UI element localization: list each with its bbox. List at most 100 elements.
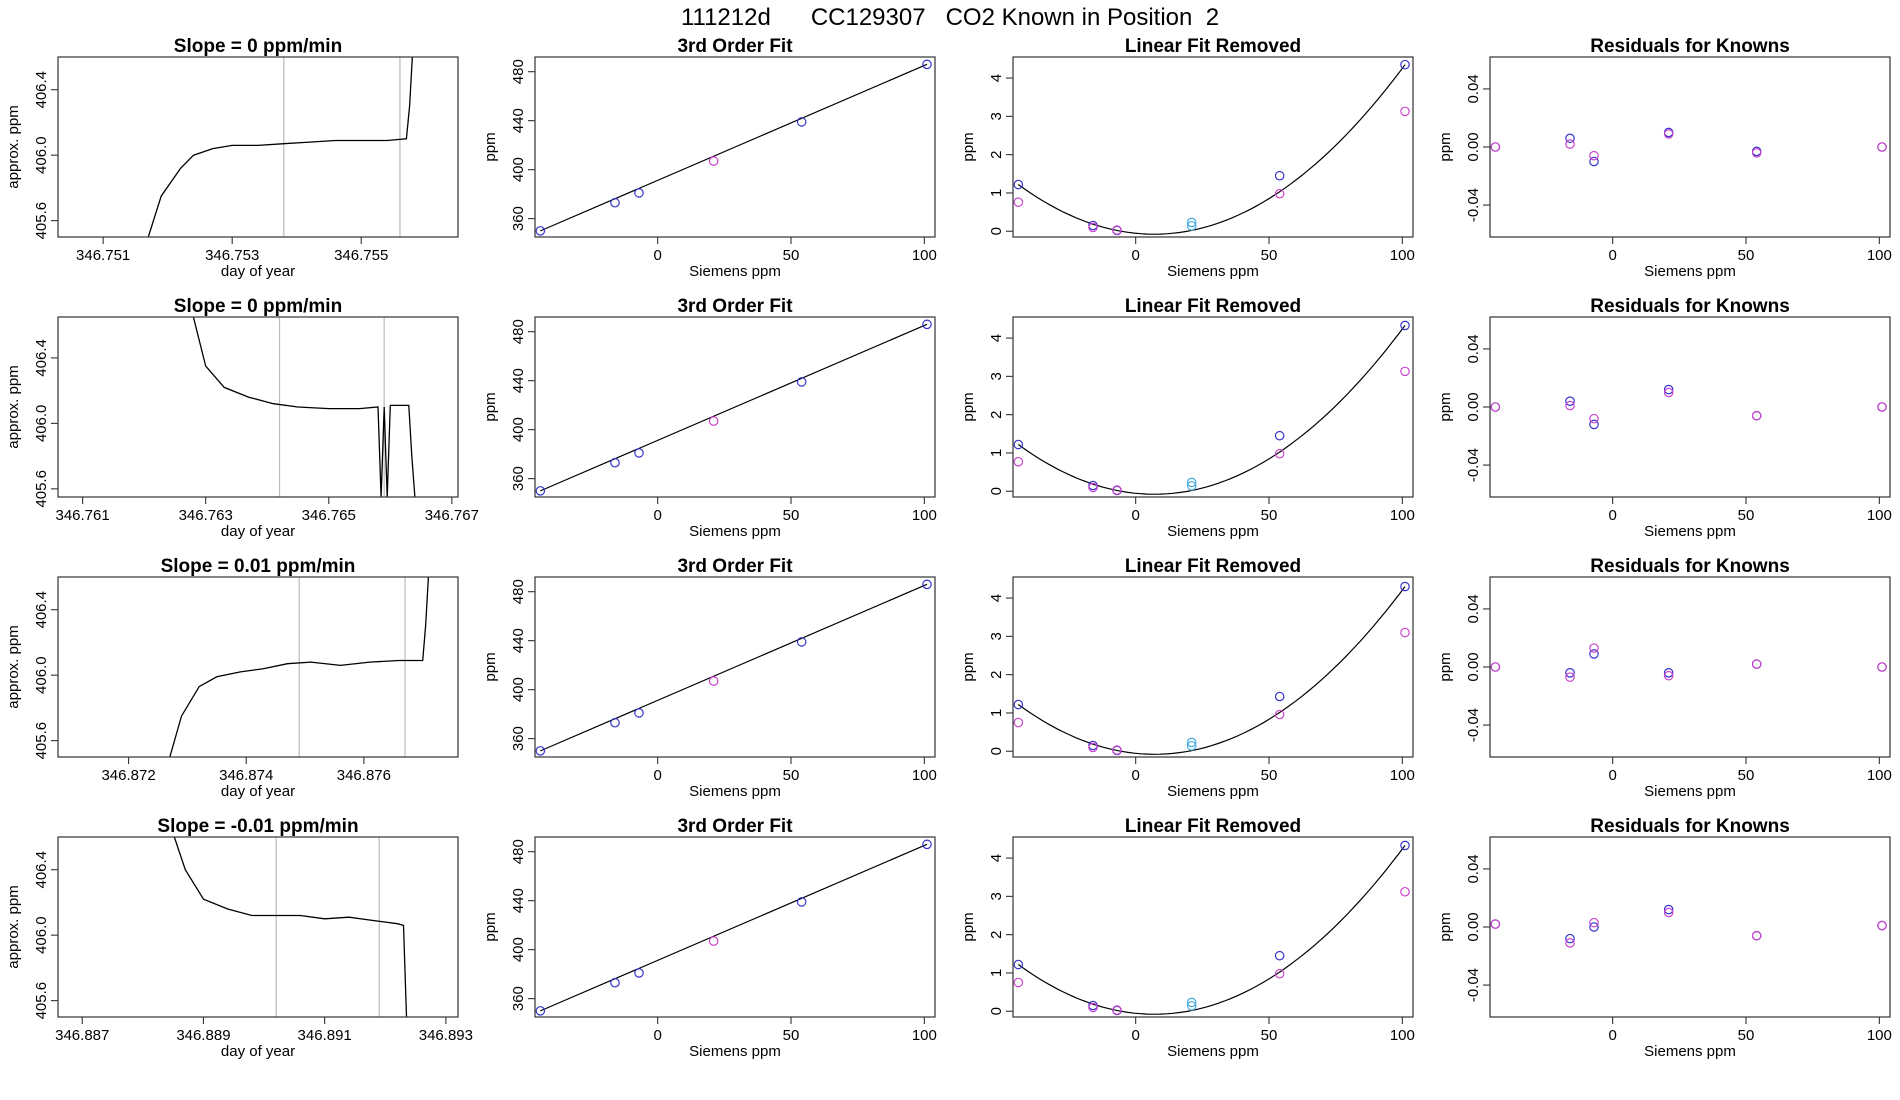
y-tick-label: -0.04 [1465,188,1482,222]
data-point [1589,649,1599,659]
x-axis-label: Siemens ppm [1644,1043,1736,1060]
data-point [634,708,644,718]
x-axis-label: Siemens ppm [1644,263,1736,280]
plot-frame [534,316,936,498]
x-tick-label: 346.893 [419,1027,473,1044]
fit-curve [1017,845,1406,1015]
data-point [1400,366,1410,377]
y-tick-label: 400 [510,677,527,702]
x-axis-label: Siemens ppm [1167,263,1259,280]
x-tick-label: 50 [1738,1027,1755,1044]
plot-frame [1012,56,1414,238]
x-axis-label: Siemens ppm [1644,523,1736,540]
y-tick-label: 0.00 [1465,132,1482,161]
x-tick-label: 0 [653,1027,661,1044]
y-tick-label: 406.4 [33,339,50,377]
chart-panel-r3c4: Residuals for Knowns 0 50 100 Siemens ppm -0.… [1437,556,1892,800]
data-point [1663,129,1674,139]
y-axis-label: ppm [960,132,977,161]
data-point [1088,222,1098,233]
data-point [796,897,807,907]
data-point [1565,672,1575,682]
x-tick-label: 0 [1608,767,1616,784]
data-point [1186,997,1197,1008]
data-point [1274,430,1285,441]
plot-frame [57,576,459,758]
data-point [1112,485,1122,495]
y-tick-label: 4 [988,854,1005,862]
data-point [1490,919,1501,929]
panel-title: Residuals for Knowns [1590,556,1790,577]
y-tick-label: 3 [988,112,1005,120]
fit-line [540,583,928,752]
series-line [192,317,416,497]
data-point [1186,1001,1197,1011]
x-tick-label: 100 [1867,507,1892,524]
x-axis-label: Siemens ppm [1644,783,1736,800]
data-point [1565,400,1575,411]
y-axis-label: ppm [1437,392,1454,421]
data-point [1112,1005,1122,1015]
x-tick-label: 100 [1390,767,1415,784]
panel-title: 3rd Order Fit [677,296,793,317]
x-tick-label: 50 [783,507,800,524]
y-tick-label: 440 [510,108,527,133]
panel-title: Slope = 0 ppm/min [174,296,342,317]
data-point [922,319,932,330]
y-axis-label: ppm [482,132,499,161]
x-axis-label: Siemens ppm [689,523,781,540]
y-tick-label: 2 [988,930,1005,938]
data-point [1112,225,1122,235]
y-tick-label: 405.6 [33,202,50,240]
data-point [610,977,620,988]
data-point [1186,481,1197,491]
plot-frame [1012,576,1414,758]
data-point [1112,745,1122,755]
data-point [1186,217,1197,228]
y-axis-label: ppm [960,652,977,681]
fit-line [540,323,928,492]
y-tick-label: -0.04 [1465,968,1482,1002]
data-point [1013,959,1024,970]
y-tick-label: 3 [988,632,1005,640]
x-tick-label: 346.755 [334,247,388,264]
y-tick-label: 406.0 [33,656,50,694]
data-point [1490,662,1501,672]
panel-title: Slope = 0.01 ppm/min [161,556,356,577]
data-point [1400,59,1410,70]
data-point [708,416,719,426]
x-tick-label: 50 [1261,247,1278,264]
y-tick-label: 1 [988,709,1005,717]
data-point [1565,668,1575,678]
y-tick-label: 3 [988,372,1005,380]
x-tick-label: 346.767 [425,507,479,524]
y-tick-label: 2 [988,410,1005,418]
y-tick-label: 0.00 [1465,392,1482,421]
x-axis-label: day of year [221,1043,295,1060]
y-tick-label: 0.04 [1465,74,1482,103]
data-point [1589,643,1599,653]
data-point [1013,977,1024,988]
y-tick-label: 1 [988,969,1005,977]
y-tick-label: 360 [510,466,527,491]
y-tick-label: 360 [510,986,527,1011]
x-tick-label: 346.751 [76,247,130,264]
y-tick-label: 480 [510,319,527,344]
plot-frame [1012,316,1414,498]
y-axis-label: approx. ppm [5,105,22,188]
x-tick-label: 50 [1738,767,1755,784]
y-axis-label: approx. ppm [5,625,22,708]
x-tick-label: 100 [1867,767,1892,784]
y-tick-label: 4 [988,334,1005,342]
data-point [1013,717,1024,728]
y-tick-label: 406.0 [33,916,50,954]
data-point [1589,413,1599,424]
panel-title: Slope = 0 ppm/min [174,36,342,57]
panel-title: Slope = -0.01 ppm/min [157,816,358,837]
data-point [1274,188,1285,199]
plot-frame [57,316,459,498]
data-point [1589,150,1599,161]
y-tick-label: 1 [988,449,1005,457]
y-axis-label: approx. ppm [5,365,22,448]
plot-frame [57,56,459,238]
